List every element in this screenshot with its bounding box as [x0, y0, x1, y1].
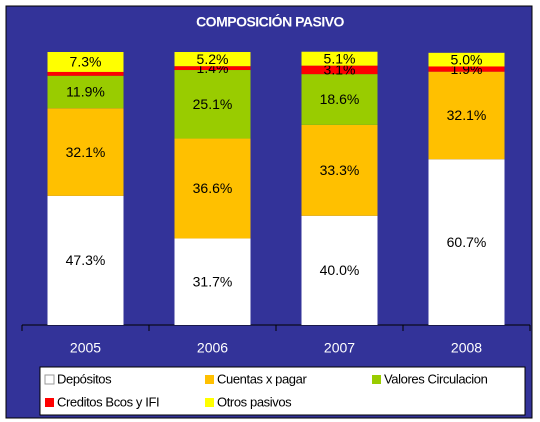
data-label: 40.0% [320, 262, 360, 278]
legend-label: Creditos Bcos y IFI [57, 394, 159, 409]
data-label: 32.1% [447, 107, 487, 123]
data-label: 32.1% [66, 144, 106, 160]
data-label: 33.3% [320, 162, 360, 178]
data-label: 18.6% [320, 91, 360, 107]
bar-segment [301, 51, 378, 66]
data-label: 11.9% [66, 84, 105, 100]
data-label: 5.2% [197, 51, 229, 67]
legend-label: Depósitos [57, 371, 112, 386]
legend-swatch [205, 375, 214, 384]
bar-segment [301, 74, 378, 125]
x-tick-label: 2007 [324, 340, 355, 356]
data-label: 5.1% [324, 50, 356, 66]
bar-segment [428, 71, 505, 160]
bar-segment [47, 195, 124, 325]
bar-segment [47, 71, 124, 76]
bar-segment [428, 66, 505, 72]
bar-segment [174, 70, 251, 139]
legend-swatch [205, 398, 214, 407]
data-label: 47.3% [66, 252, 106, 268]
x-tick-label: 2006 [197, 340, 228, 356]
legend-label: Cuentas x pagar [217, 371, 307, 386]
data-label: 7.3% [70, 54, 102, 70]
bar-segment [428, 159, 505, 325]
legend-label: Otros pasivos [217, 394, 292, 409]
data-label: 31.7% [193, 273, 233, 289]
bar-segment [47, 52, 124, 72]
x-tick-label: 2005 [70, 340, 101, 356]
bar-segment [174, 238, 251, 325]
bar-segment [301, 215, 378, 325]
legend [39, 366, 526, 416]
data-label: 60.7% [447, 234, 487, 250]
data-label: 5.0% [451, 51, 483, 67]
legend-label: Valores Circulacion [384, 371, 488, 386]
data-label: 36.6% [193, 180, 233, 196]
bar-segment [174, 52, 251, 67]
legend-swatch [44, 374, 55, 385]
bar-segment [47, 75, 124, 109]
legend-swatch [372, 375, 381, 384]
chart-title: COMPOSICIÓN PASIVO [196, 13, 344, 30]
legend-swatch [45, 398, 54, 407]
bar-segment [47, 108, 124, 196]
bar-segment [174, 66, 251, 71]
bar-segment [428, 52, 505, 67]
bar-segment [301, 65, 378, 75]
data-label: 25.1% [193, 96, 233, 112]
x-tick-label: 2008 [451, 340, 482, 356]
bar-segment [301, 124, 378, 216]
bar-segment [174, 138, 251, 239]
